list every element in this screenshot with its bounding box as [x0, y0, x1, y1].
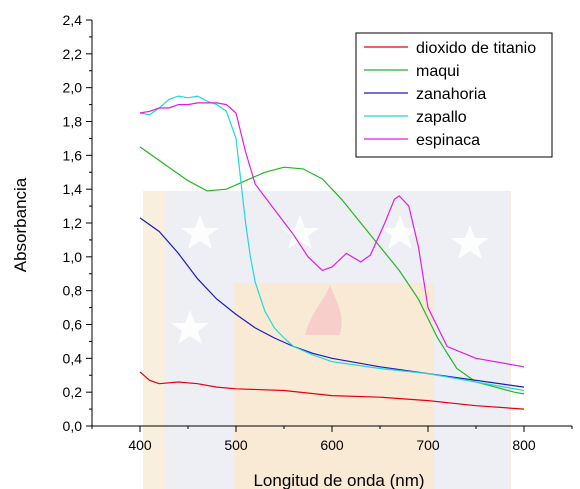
x-tick-label: 700 — [416, 437, 440, 453]
y-tick-label: 2,4 — [63, 12, 83, 28]
legend-label: dioxido de titanio — [416, 40, 536, 57]
x-tick-label: 600 — [320, 437, 344, 453]
x-tick-label: 800 — [512, 437, 536, 453]
y-tick-label: 2,2 — [63, 46, 83, 62]
y-axis-label: Absorbancia — [11, 177, 30, 272]
y-tick-label: 2,0 — [63, 80, 83, 96]
y-tick-label: 0,0 — [63, 418, 83, 434]
legend: dioxido de titanio maqui zanahoria zapallo e… — [355, 32, 553, 158]
y-tick-label: 0,4 — [63, 350, 83, 366]
legend-label: zapallo — [416, 109, 467, 126]
y-tick-label: 0,6 — [63, 317, 83, 333]
legend-label: zanahoria — [416, 86, 486, 103]
university-seal-watermark — [143, 191, 511, 489]
y-tick-label: 1,8 — [63, 114, 83, 130]
y-tick-label: 1,6 — [63, 147, 83, 163]
y-tick-label: 1,4 — [63, 181, 83, 197]
series-line-espinaca — [139, 102, 525, 368]
legend-label: espinaca — [416, 132, 480, 149]
legend-box — [355, 32, 553, 158]
x-axis: 400 500 600 700 800 — [91, 426, 573, 453]
y-tick-label: 0,8 — [63, 283, 83, 299]
series-line-zapallo — [139, 95, 525, 392]
series-line-dioxido-de-titanio — [139, 371, 525, 410]
legend-label: maqui — [416, 63, 460, 80]
series-group — [139, 95, 525, 410]
y-tick-label: 1,2 — [63, 215, 83, 231]
y-tick-label: 0,2 — [63, 384, 83, 400]
series-line-maqui — [139, 146, 525, 395]
y-tick-label: 1,0 — [63, 249, 83, 265]
x-axis-label: Longitud de onda (nm) — [253, 471, 424, 489]
y-axis: 0,0 0,2 0,4 0,6 0,8 1,0 1,2 1,4 1,6 1,8 2,0 2,2 2,4 — [63, 12, 92, 434]
x-tick-label: 400 — [128, 437, 152, 453]
x-tick-label: 500 — [224, 437, 248, 453]
